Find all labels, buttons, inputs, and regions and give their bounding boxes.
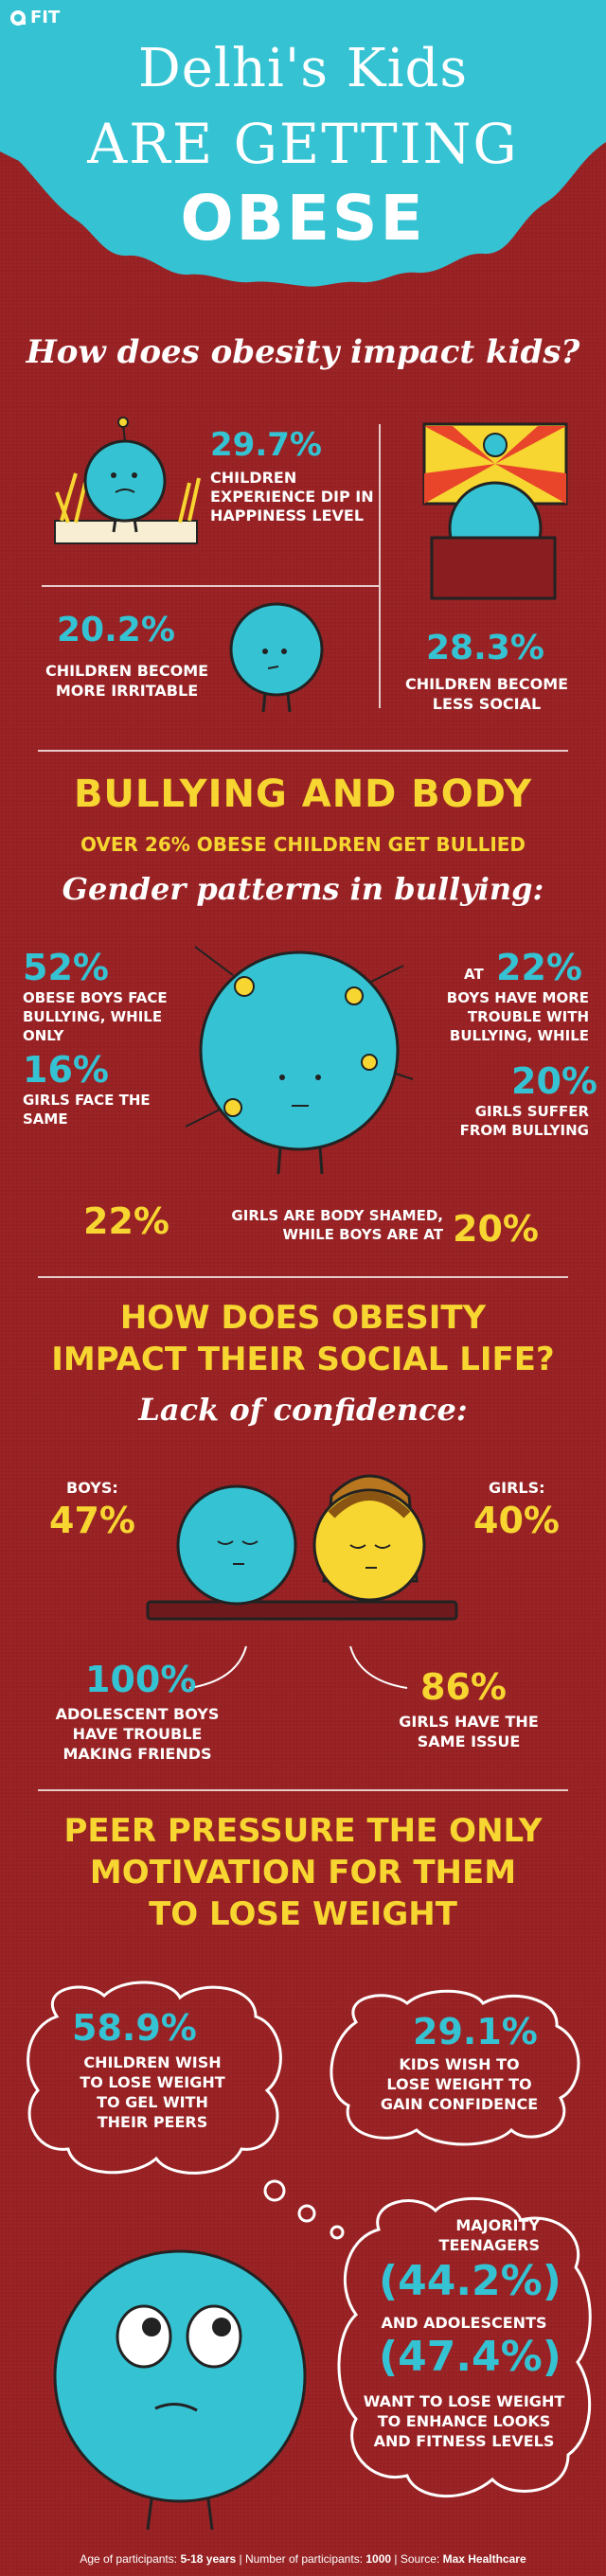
thought-bubble-3 — [337, 2196, 592, 2498]
section-divider-1 — [38, 750, 568, 752]
bubble1-value: 58.9% — [72, 2007, 197, 2049]
bubble3-intro: MAJORITY TEENAGERS — [438, 2216, 540, 2254]
bubble3-value2: (47.4%) — [379, 2333, 561, 2381]
bubble1-text: CHILDREN WISH TO LOSE WEIGHT TO GEL WITH… — [80, 2053, 225, 2131]
participants-label: Number of participants: — [244, 2552, 364, 2566]
tv-blob-illustration — [422, 422, 568, 600]
girls-value: 40% — [473, 1500, 560, 1541]
footer: Age of participants: 5-18 years | Number… — [0, 2552, 606, 2566]
friends-text: ADOLESCENT BOYS HAVE TROUBLE MAKING FRIE… — [55, 1705, 220, 1763]
meditating-kids-illustration — [146, 1474, 458, 1621]
boys-value: 47% — [49, 1500, 135, 1541]
left-text2: GIRLS FACE THE SAME — [23, 1092, 151, 1128]
age-label: Age of participants: — [80, 2552, 178, 2566]
body-shamed-row: 22% GIRLS ARE BODY SHAMED, WHILE BOYS AR… — [83, 1200, 539, 1257]
peer-title-line1: PEER PRESSURE THE ONLY — [63, 1812, 543, 1850]
left-value1: 52% — [23, 947, 109, 988]
quint-icon — [10, 9, 26, 26]
thought-bubble-1 — [27, 1981, 282, 2175]
shamed-value1: 22% — [83, 1200, 169, 1242]
section-divider-2 — [38, 1276, 568, 1278]
bubble3-text: WANT TO LOSE WEIGHT TO ENHANCE LOOKS AND… — [363, 2392, 565, 2450]
bubble2-value: 29.1% — [413, 2011, 538, 2052]
stat3-text: CHILDREN BECOME LESS SOCIAL — [404, 675, 569, 713]
fit-logo[interactable]: FIT — [9, 8, 60, 27]
stat3-value: 28.3% — [426, 629, 544, 667]
worried-blob-illustration — [53, 2249, 307, 2531]
header-line1: Delhi's Kids — [137, 38, 469, 99]
header-background — [0, 0, 606, 287]
sad-blob-illustration — [54, 417, 201, 544]
right-value1: 22% — [496, 947, 582, 988]
right-prefix: AT — [464, 966, 484, 983]
girls-issue-text: GIRLS HAVE THE SAME ISSUE — [399, 1713, 539, 1750]
footer-sep-2: | — [394, 2552, 401, 2566]
bubble2-text: KIDS WISH TO LOSE WEIGHT TO GAIN CONFIDE… — [380, 2055, 539, 2113]
left-value2: 16% — [23, 1049, 109, 1091]
participants-value: 1000 — [365, 2552, 392, 2566]
confidence-heading: Lack of confidence: — [138, 1392, 468, 1428]
girls-issue-value: 86% — [420, 1666, 507, 1708]
friends-value: 100% — [85, 1659, 197, 1700]
impact-question: How does obesity impact kids? — [26, 333, 580, 371]
right-value2: 20% — [511, 1060, 597, 1102]
left-text1: OBESE BOYS FACE BULLYING, WHILE ONLY — [23, 989, 168, 1044]
right-text2: GIRLS SUFFER FROM BULLYING — [459, 1103, 589, 1139]
stat1-text: CHILDREN EXPERIENCE DIP IN HAPPINESS LEV… — [210, 469, 374, 524]
header-line3: OBESE — [180, 182, 426, 255]
bubble3-value1: (44.2%) — [379, 2257, 561, 2305]
bullying-title: BULLYING AND BODY — [73, 773, 533, 816]
stat2-value: 20.2% — [57, 611, 175, 649]
thought-bubble-2 — [330, 1989, 580, 2146]
section-divider-3 — [38, 1789, 568, 1791]
header-line2: ARE GETTING — [87, 112, 519, 176]
age-value: 5-18 years — [180, 2552, 237, 2566]
gender-heading: Gender patterns in bullying: — [62, 871, 544, 907]
bubble3-mid: AND ADOLESCENTS — [381, 2314, 547, 2332]
peer-title-line3: TO LOSE WEIGHT — [149, 1895, 457, 1933]
impact-divider-horizontal — [42, 585, 379, 587]
connector-lines — [188, 1645, 408, 1689]
impact-divider-vertical — [379, 424, 381, 708]
peer-title-line2: MOTIVATION FOR THEM — [89, 1854, 517, 1892]
right-text1: BOYS HAVE MORE TROUBLE WITH BULLYING, WH… — [446, 989, 589, 1044]
social-title-line2: IMPACT THEIR SOCIAL LIFE? — [51, 1341, 555, 1378]
footer-sep-1: | — [239, 2552, 245, 2566]
source-value: Max Healthcare — [442, 2552, 526, 2566]
stat1-value: 29.7% — [210, 426, 322, 464]
bullying-subtitle: OVER 26% OBESE CHILDREN GET BULLIED — [80, 833, 526, 856]
shamed-value2: 20% — [453, 1208, 539, 1250]
social-title-line1: HOW DOES OBESITY — [119, 1299, 487, 1337]
shamed-text: GIRLS ARE BODY SHAMED, WHILE BOYS ARE AT — [231, 1207, 443, 1243]
logo-text: FIT — [30, 8, 61, 27]
girls-label: GIRLS: — [489, 1479, 545, 1497]
source-label: Source: — [400, 2552, 440, 2566]
stat2-text: CHILDREN BECOME MORE IRRITABLE — [45, 662, 209, 700]
bullied-blob-illustration — [185, 946, 414, 1175]
irritable-blob-illustration — [229, 602, 324, 713]
boys-label: BOYS: — [66, 1479, 118, 1497]
thought-dots — [263, 2179, 345, 2240]
